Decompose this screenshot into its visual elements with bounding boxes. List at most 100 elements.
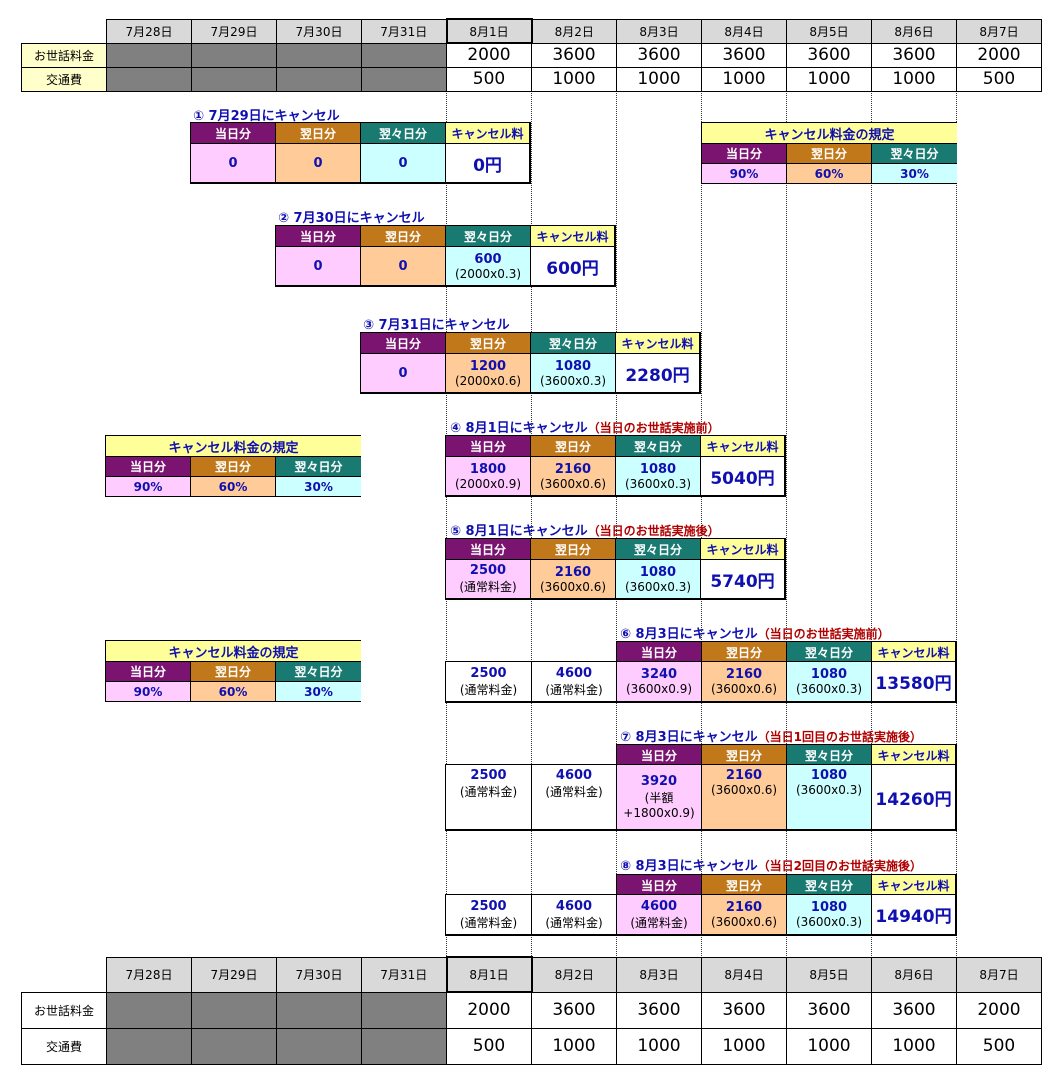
- next-day-header: 翌日分: [787, 144, 872, 164]
- next-day-rate: 60%: [787, 164, 872, 183]
- case-7-header-row: 当日分 翌日分 翌々日分 キャンセル料: [616, 744, 957, 766]
- care-fee-value: 3600: [616, 991, 702, 1029]
- next-day-header: 翌日分: [702, 745, 787, 766]
- transport-fee-value: 500: [446, 1027, 532, 1065]
- fee-header: キャンセル料: [616, 333, 701, 354]
- date-header: 8月2日: [531, 956, 617, 993]
- date-header: 7月31日: [361, 956, 447, 993]
- next-day-header: 翌日分: [702, 875, 787, 896]
- care-fee-value: 3600: [531, 991, 617, 1029]
- normal-fee-cell: 2500 (通常料金): [446, 765, 532, 830]
- day-after-cell: 1080 (3600x0.3): [787, 662, 872, 702]
- case-4-table: 当日分 翌日分 翌々日分 キャンセル料 1800 (2000x0.9) 2160(…: [445, 435, 786, 497]
- transport-fee-value: 1000: [616, 66, 702, 92]
- case-title: ⑥ 8月3日にキャンセル（当日のお世話実施前）: [620, 627, 890, 642]
- day-after-cell: 1080 (3600x0.3): [787, 765, 872, 830]
- day-after-header: 翌々日分: [787, 875, 872, 896]
- date-header: 7月29日: [191, 956, 277, 993]
- date-header: 7月30日: [276, 18, 362, 44]
- transport-fee-value: 500: [956, 1027, 1042, 1065]
- gray-cell: [361, 1027, 447, 1065]
- case-6-table: 2500 (通常料金) 4600 (通常料金) 3240 (3600x0.9) 216…: [445, 661, 957, 703]
- date-header: 7月28日: [106, 956, 192, 993]
- next-day-cell: 0: [361, 247, 446, 286]
- gray-cell: [106, 66, 192, 92]
- same-day-cell: 2500 (通常料金): [446, 560, 531, 599]
- date-header: 8月4日: [701, 18, 787, 44]
- same-day-header: 当日分: [617, 642, 702, 663]
- care-fee-value: 3600: [531, 42, 617, 68]
- day-after-rate: 30%: [276, 477, 361, 496]
- date-header: 7月30日: [276, 956, 362, 993]
- normal-fee-cell: 2500 (通常料金): [446, 662, 532, 702]
- day-after-header: 翌々日分: [276, 457, 361, 477]
- case-6-header-row: 当日分 翌日分 翌々日分 キャンセル料: [616, 641, 957, 663]
- care-fee-value: 3600: [786, 991, 872, 1029]
- next-day-header: 翌日分: [276, 123, 361, 144]
- fee-header: キャンセル料: [531, 226, 616, 247]
- date-header: 7月29日: [191, 18, 277, 44]
- day-after-header: 翌々日分: [531, 333, 616, 354]
- same-day-rate: 90%: [702, 164, 787, 183]
- next-day-cell: 1200 (2000x0.6): [446, 354, 531, 393]
- transport-fee-value: 1000: [616, 1027, 702, 1065]
- day-after-header: 翌々日分: [787, 642, 872, 663]
- transport-fee-value: 1000: [786, 66, 872, 92]
- same-day-header: 当日分: [617, 745, 702, 766]
- gray-cell: [191, 991, 277, 1029]
- rules-table: キャンセル料金の規定 当日分 翌日分 翌々日分 90% 60% 30%: [105, 435, 361, 497]
- date-header: 8月1日: [445, 956, 533, 993]
- same-day-header: 当日分: [106, 662, 191, 682]
- fee-header: キャンセル料: [872, 875, 957, 896]
- same-day-cell: 0: [361, 354, 446, 393]
- rules-title: キャンセル料金の規定: [702, 123, 957, 144]
- transport-fee-value: 1000: [701, 1027, 787, 1065]
- day-after-cell: 0: [361, 144, 446, 183]
- date-header: 8月3日: [616, 956, 702, 993]
- case-title: ② 7月30日にキャンセル: [278, 211, 425, 226]
- next-day-cell: 2160 (3600x0.6): [531, 560, 616, 599]
- gray-cell: [361, 66, 447, 92]
- gray-cell: [276, 42, 362, 68]
- case-3-table: 当日分 翌日分 翌々日分 キャンセル料 0 1200 (2000x0.6) 108…: [360, 332, 701, 394]
- day-after-header: 翌々日分: [276, 662, 361, 682]
- schedule-table-top: 7月28日 7月29日 7月30日 7月31日 8月1日 8月2日 8月3日 8…: [21, 18, 1042, 92]
- transport-fee-value: 1000: [531, 66, 617, 92]
- gray-cell: [276, 991, 362, 1029]
- gray-cell: [106, 42, 192, 68]
- date-header: 8月5日: [786, 956, 872, 993]
- transport-fee-label: 交通費: [21, 1027, 107, 1065]
- date-header: 8月7日: [956, 18, 1042, 44]
- next-day-rate: 60%: [191, 477, 276, 496]
- gray-cell: [191, 66, 277, 92]
- same-day-rate: 90%: [106, 682, 191, 701]
- next-day-header: 翌日分: [191, 662, 276, 682]
- rules-title: キャンセル料金の規定: [106, 641, 361, 662]
- rules-table: キャンセル料金の規定 当日分 翌日分 翌々日分 90% 60% 30%: [105, 640, 361, 702]
- same-day-header: 当日分: [617, 875, 702, 896]
- gray-cell: [361, 42, 447, 68]
- normal-fee-cell: 4600 (通常料金): [532, 662, 617, 702]
- fee-cell: 600円: [531, 247, 616, 286]
- care-fee-value: 2000: [956, 42, 1042, 68]
- case-title: ① 7月29日にキャンセル: [193, 109, 340, 124]
- transport-fee-value: 500: [956, 66, 1042, 92]
- gray-cell: [191, 42, 277, 68]
- care-fee-label: お世話料金: [21, 42, 107, 68]
- day-after-header: 翌々日分: [616, 539, 701, 560]
- next-day-header: 翌日分: [361, 226, 446, 247]
- same-day-cell: 1800 (2000x0.9): [446, 457, 531, 496]
- care-fee-value: 3600: [701, 991, 787, 1029]
- same-day-header: 当日分: [106, 457, 191, 477]
- date-header: 7月31日: [361, 18, 447, 44]
- care-fee-value: 3600: [701, 42, 787, 68]
- care-fee-value: 3600: [786, 42, 872, 68]
- care-fee-value: 2000: [446, 42, 532, 68]
- case-7-table: 2500 (通常料金) 4600 (通常料金) 3920 (半額 +1800x0.9) …: [445, 764, 957, 831]
- gray-cell: [276, 66, 362, 92]
- fee-cell: 5740円: [701, 560, 786, 599]
- same-day-header: 当日分: [361, 333, 446, 354]
- same-day-rate: 90%: [106, 477, 191, 496]
- normal-fee-cell: 4600 (通常料金): [532, 765, 617, 830]
- day-after-header: 翌々日分: [446, 226, 531, 247]
